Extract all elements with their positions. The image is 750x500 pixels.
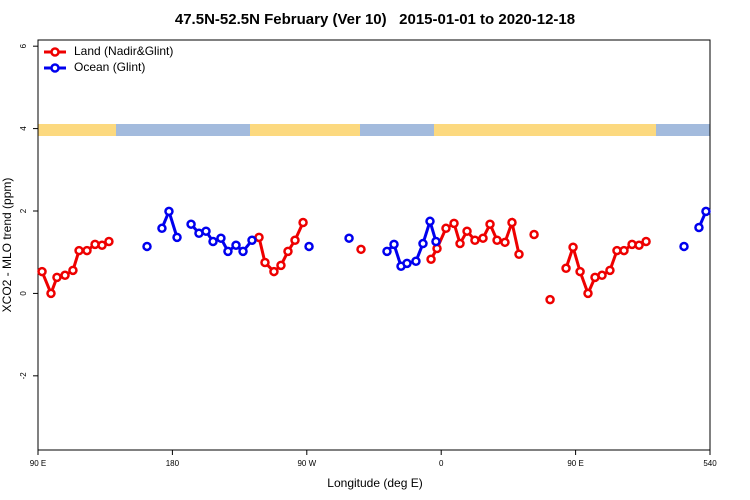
data-point <box>431 236 441 247</box>
data-point <box>247 235 257 246</box>
chart-title: 47.5N-52.5N February (Ver 10) 2015-01-01… <box>175 11 575 28</box>
x-tick-label: 90 E <box>30 459 46 468</box>
plot-frame <box>37 39 711 451</box>
legend-marker <box>50 63 60 73</box>
data-point <box>641 236 651 247</box>
y-tick-label: -2 <box>19 372 28 380</box>
data-point <box>619 245 629 256</box>
y-tick-label: 4 <box>19 126 28 131</box>
data-point <box>425 216 435 227</box>
data-point <box>172 232 182 243</box>
data-point <box>411 256 421 267</box>
legend-label: Ocean (Glint) <box>74 60 145 74</box>
data-point <box>575 266 585 277</box>
data-point <box>37 266 47 277</box>
data-point <box>216 233 226 243</box>
x-tick-label: 0 <box>439 459 444 468</box>
data-point <box>269 266 279 277</box>
data-point <box>634 240 644 250</box>
data-point <box>402 258 412 269</box>
data-point <box>164 206 174 217</box>
data-point <box>507 217 517 228</box>
y-tick-label: 0 <box>19 291 28 296</box>
data-point <box>514 249 524 260</box>
data-point <box>208 236 218 247</box>
x-tick-label: 90 W <box>297 459 316 468</box>
data-point <box>679 241 689 252</box>
data-point <box>701 206 711 217</box>
data-point <box>260 257 270 268</box>
x-tick-label: 180 <box>166 459 180 468</box>
x-tick-label: 90 E <box>567 459 583 468</box>
data-point <box>97 240 107 250</box>
data-point <box>529 229 539 240</box>
data-point <box>46 288 56 299</box>
data-point <box>568 242 578 253</box>
data-point <box>298 217 308 228</box>
data-point <box>74 245 84 256</box>
x-axis-label: Longitude (deg E) <box>327 476 422 490</box>
data-point <box>470 235 480 246</box>
data-point <box>485 219 495 229</box>
data-point <box>492 235 502 246</box>
data-point <box>290 235 300 246</box>
data-point <box>418 238 428 249</box>
legend-marker <box>50 47 60 57</box>
data-point <box>157 223 167 234</box>
data-point <box>605 265 615 276</box>
data-point <box>455 238 465 249</box>
data-point <box>449 218 459 229</box>
data-point <box>545 294 555 305</box>
data-point <box>60 270 70 281</box>
data-point <box>201 226 211 236</box>
data-point <box>500 237 510 248</box>
data-point <box>186 219 196 229</box>
y-axis-label: XCO2 - MLO trend (ppm) <box>0 178 14 313</box>
land-ocean-strip <box>38 124 710 136</box>
data-point <box>52 272 62 283</box>
data-point <box>382 246 392 257</box>
data-point <box>389 239 399 250</box>
data-point <box>223 246 233 257</box>
data-point <box>344 233 354 243</box>
y-tick-label: 6 <box>19 43 28 48</box>
y-tick-label: 2 <box>19 208 28 213</box>
x-tick-label: 540 <box>703 459 717 468</box>
data-point <box>441 223 451 234</box>
data-point <box>426 254 436 264</box>
data-point <box>478 233 488 243</box>
data-point <box>82 245 92 256</box>
data-point <box>597 270 607 281</box>
data-point <box>583 288 593 299</box>
data-point <box>561 263 571 274</box>
data-point <box>142 241 152 252</box>
data-point <box>104 236 114 247</box>
data-point <box>462 226 472 236</box>
data-point <box>68 265 78 276</box>
data-point <box>231 240 241 250</box>
data-point <box>238 246 248 257</box>
data-point <box>283 246 293 257</box>
data-point <box>694 222 704 233</box>
data-point <box>276 260 286 271</box>
data-point <box>356 244 366 255</box>
data-point <box>304 241 314 252</box>
legend-label: Land (Nadir&Glint) <box>74 44 173 58</box>
